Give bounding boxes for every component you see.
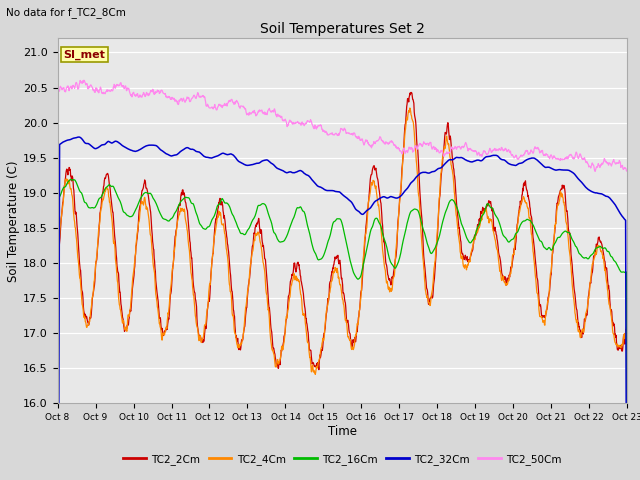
TC2_16Cm: [67, 177, 74, 182]
TC2_32Cm: [75, 134, 83, 140]
TC2_32Cm: [506, 161, 513, 167]
TC2_50Cm: [556, 157, 564, 163]
TC2_2Cm: [166, 292, 174, 298]
TC2_50Cm: [591, 168, 599, 174]
TC2_4Cm: [506, 271, 514, 277]
Line: TC2_4Cm: TC2_4Cm: [58, 108, 627, 374]
Legend: TC2_2Cm, TC2_4Cm, TC2_16Cm, TC2_32Cm, TC2_50Cm: TC2_2Cm, TC2_4Cm, TC2_16Cm, TC2_32Cm, TC…: [119, 450, 566, 469]
TC2_4Cm: [54, 263, 61, 268]
TC2_50Cm: [167, 96, 175, 101]
Line: TC2_50Cm: TC2_50Cm: [58, 80, 627, 171]
TC2_4Cm: [312, 372, 319, 377]
TC2_2Cm: [556, 188, 564, 193]
Line: TC2_32Cm: TC2_32Cm: [58, 137, 627, 480]
TC2_50Cm: [80, 77, 88, 83]
TC2_16Cm: [556, 234, 564, 240]
TC2_50Cm: [181, 99, 189, 105]
TC2_50Cm: [431, 144, 439, 150]
TC2_4Cm: [166, 287, 174, 293]
TC2_50Cm: [623, 168, 631, 174]
TC2_4Cm: [180, 206, 188, 212]
TC2_16Cm: [506, 239, 513, 244]
TC2_2Cm: [407, 90, 415, 96]
TC2_32Cm: [181, 146, 189, 152]
TC2_2Cm: [244, 287, 252, 292]
TC2_16Cm: [431, 245, 439, 251]
TC2_50Cm: [506, 149, 513, 155]
Title: Soil Temperatures Set 2: Soil Temperatures Set 2: [260, 22, 425, 36]
TC2_50Cm: [54, 85, 61, 91]
X-axis label: Time: Time: [328, 425, 357, 438]
TC2_16Cm: [167, 216, 175, 222]
TC2_4Cm: [244, 287, 252, 293]
Line: TC2_16Cm: TC2_16Cm: [58, 180, 627, 480]
TC2_32Cm: [167, 153, 175, 159]
TC2_50Cm: [244, 110, 252, 116]
TC2_2Cm: [180, 190, 188, 196]
Y-axis label: Soil Temperature (C): Soil Temperature (C): [7, 160, 20, 282]
TC2_16Cm: [244, 226, 252, 232]
TC2_4Cm: [623, 321, 631, 327]
TC2_32Cm: [244, 162, 252, 168]
Text: No data for f_TC2_8Cm: No data for f_TC2_8Cm: [6, 7, 126, 18]
TC2_2Cm: [315, 367, 323, 372]
TC2_32Cm: [556, 167, 564, 172]
Text: SI_met: SI_met: [63, 49, 105, 60]
TC2_2Cm: [54, 260, 61, 265]
TC2_2Cm: [506, 270, 514, 276]
TC2_4Cm: [406, 105, 413, 111]
TC2_16Cm: [181, 195, 189, 201]
TC2_4Cm: [556, 189, 564, 194]
TC2_2Cm: [432, 258, 440, 264]
TC2_2Cm: [623, 330, 631, 336]
TC2_4Cm: [432, 251, 440, 256]
Line: TC2_2Cm: TC2_2Cm: [58, 93, 627, 370]
TC2_32Cm: [431, 168, 439, 174]
